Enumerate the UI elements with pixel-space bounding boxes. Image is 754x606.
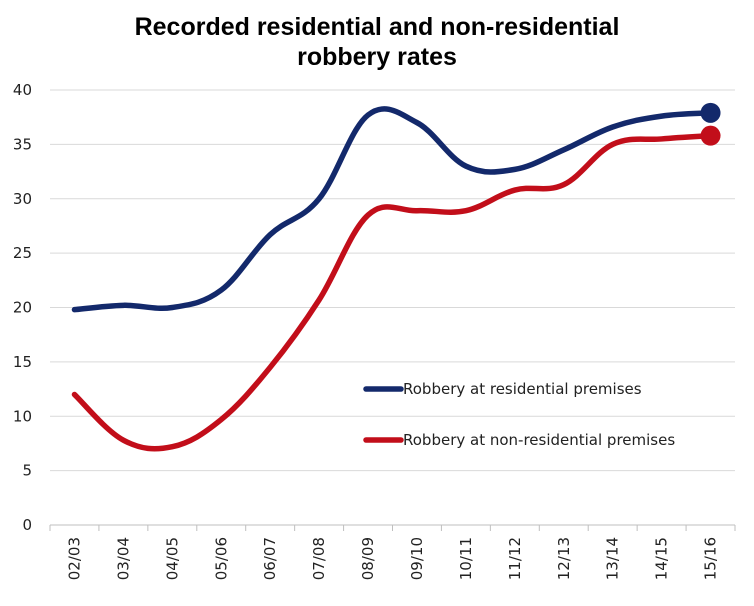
y-tick-label: 0 xyxy=(22,516,32,534)
x-tick-label: 04/05 xyxy=(163,537,181,580)
legend: Robbery at residential premises Robbery a… xyxy=(363,380,675,449)
x-tick-label: 11/12 xyxy=(506,537,524,580)
x-tick-labels: 02/03 03/04 04/05 05/06 06/07 07/08 08/09 09/10… xyxy=(65,537,719,580)
y-tick-label: 5 xyxy=(22,462,32,480)
x-tick-label: 10/11 xyxy=(457,537,475,580)
x-tick-label: 15/16 xyxy=(702,537,720,580)
y-tick-labels: 0 5 10 15 20 25 30 35 40 xyxy=(13,81,32,534)
series-end-marker-2 xyxy=(700,125,721,146)
legend-label-2: Robbery at non-residential premises xyxy=(403,431,675,449)
x-tick-label: 07/08 xyxy=(310,537,328,580)
x-tick-label: 03/04 xyxy=(114,537,132,580)
axes xyxy=(49,524,736,531)
y-tick-label: 15 xyxy=(13,353,32,371)
legend-label-1: Robbery at residential premises xyxy=(403,380,642,398)
x-tick-label: 05/06 xyxy=(212,537,230,580)
series-lines xyxy=(71,102,721,452)
x-tick-label: 14/15 xyxy=(653,537,671,580)
gridlines xyxy=(50,89,735,472)
x-tick-label: 06/07 xyxy=(261,537,279,580)
chart-title-line-2: robbery rates xyxy=(297,43,457,71)
y-tick-label: 25 xyxy=(13,244,32,262)
series-end-marker-1 xyxy=(700,102,721,123)
y-tick-label: 20 xyxy=(13,299,32,317)
x-tick-label: 02/03 xyxy=(65,537,83,580)
x-tick-label: 09/10 xyxy=(408,537,426,580)
x-tick-label: 13/14 xyxy=(604,537,622,580)
chart-title-line-1: Recorded residential and non-residential xyxy=(134,13,620,41)
series-line-1 xyxy=(71,106,714,313)
y-tick-label: 40 xyxy=(13,81,32,99)
y-tick-label: 35 xyxy=(13,135,32,153)
x-tick-label: 12/13 xyxy=(555,537,573,580)
chart-title: Recorded residential and non-residential… xyxy=(0,12,754,72)
y-tick-label: 30 xyxy=(13,190,32,208)
series-line-2 xyxy=(71,132,714,452)
y-tick-label: 10 xyxy=(13,407,32,425)
x-tick-label: 08/09 xyxy=(359,537,377,580)
